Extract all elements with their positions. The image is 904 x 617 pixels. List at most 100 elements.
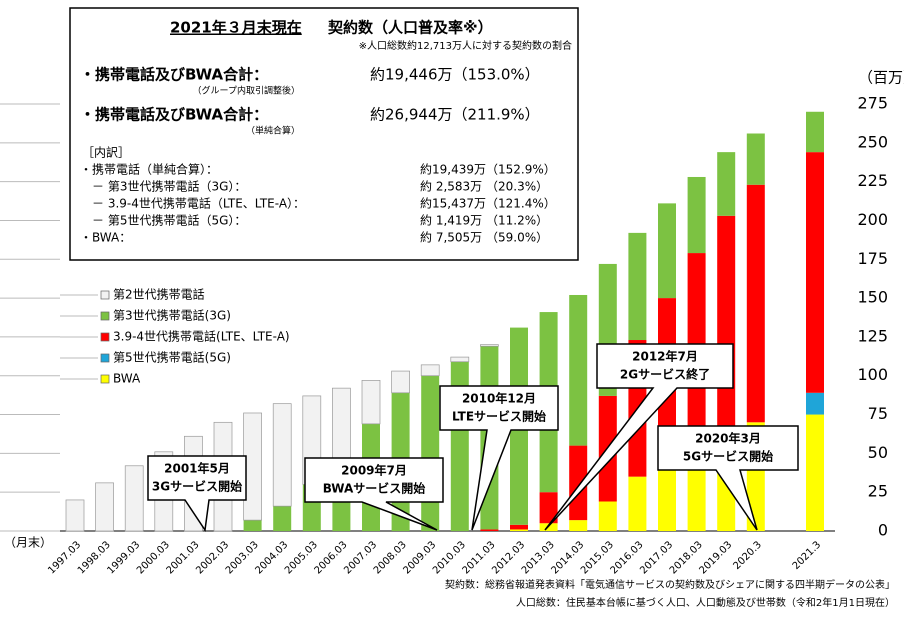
breakdown-label: － 3.9-4世代携帯電話（LTE、LTE-A）： [80, 196, 305, 211]
bar-segment [628, 476, 647, 531]
info-note: ※人口総数約12,713万人に対する契約数の割合 [359, 39, 572, 52]
bar-segment [628, 232, 647, 341]
callout-text: 2009年7月 [341, 463, 407, 478]
bar-segment [746, 133, 765, 185]
breakdown-label: ・携帯電話（単純合算）： [80, 162, 218, 177]
source: 契約数：総務省報道発表資料「電気通信サービスの契約数及びシェアに関する四半期デー… [445, 578, 895, 591]
legend-label: 第5世代携帯電話(5G) [113, 350, 231, 365]
bar-segment [273, 506, 292, 531]
breakdown-label: － 第3世代携帯電話（3G）： [80, 179, 246, 194]
x-unit: （月末） [4, 536, 52, 550]
callout-text: LTEサービス開始 [452, 409, 546, 424]
y-tick-label: 275 [857, 94, 888, 113]
bar-segment [420, 364, 440, 377]
callout-text: 2010年12月 [462, 391, 536, 406]
callout-text: 2Gサービス終了 [620, 367, 710, 382]
breakdown-value: 約 2,583万 （20.3%） [420, 179, 548, 194]
breakdown-value: 約 1,419万 （11.2%） [420, 213, 548, 228]
callout [439, 385, 559, 531]
y-tick-label: 250 [857, 132, 888, 151]
legend-swatch [100, 353, 110, 363]
bar-segment [421, 375, 440, 531]
callout-text: 2012年7月 [632, 349, 698, 364]
bar-segment [332, 387, 351, 460]
y-tick-label: 25 [868, 482, 888, 501]
info-label: ・携帯電話及びBWA合計： [80, 66, 268, 84]
bar-segment [598, 501, 617, 531]
bar-segment [806, 414, 824, 531]
callout [657, 425, 799, 531]
legend-label: 第2世代携帯電話 [113, 287, 205, 302]
bar-segment [806, 152, 824, 393]
bar-segment [746, 184, 765, 423]
bar-segment [658, 203, 676, 299]
y-tick-label: 100 [857, 365, 888, 384]
legend-swatch [100, 332, 110, 342]
callout [544, 343, 734, 531]
bar-segment [65, 499, 85, 532]
bar-segment [450, 356, 470, 363]
info-label: ・携帯電話及びBWA合計： [80, 106, 268, 124]
bar-segment [569, 445, 588, 521]
bar-segment [124, 465, 144, 532]
legend-label: 3.9-4世代携帯電話(LTE、LTE-A) [113, 329, 290, 344]
info-box [69, 7, 579, 261]
callout [304, 457, 444, 531]
y-tick-label: 175 [857, 249, 888, 268]
bar-segment [480, 529, 499, 531]
breakdown-title: ［内訳］ [82, 145, 130, 160]
y-tick-label: 200 [857, 210, 888, 229]
bar-segment [687, 458, 706, 531]
bar-segment [480, 344, 499, 347]
info-sub: （単純合算） [246, 125, 300, 137]
legend-label: BWA [113, 372, 141, 386]
x-tick-label: 2019.03 [697, 539, 734, 576]
legend-swatch [100, 311, 110, 321]
breakdown-value: 約19,439万（152.9%） [420, 162, 556, 177]
callout-text: 2020年3月 [695, 431, 761, 446]
callout [147, 455, 247, 533]
bar-segment [510, 529, 528, 531]
x-tick-label: 2021.3 [791, 539, 824, 572]
x-tick-label: 2020.3 [732, 539, 765, 572]
callout-text: 5Gサービス開始 [683, 449, 773, 464]
bar-segment [687, 176, 706, 254]
callout-text: BWAサービス開始 [323, 481, 425, 496]
bar-segment [361, 380, 381, 425]
y-tick-label: 50 [868, 443, 888, 462]
info-sub: （グループ内取引調整後） [193, 85, 300, 97]
bar-segment [658, 468, 676, 531]
y-unit: （百万） [858, 69, 904, 87]
callout-text: 2001年5月 [164, 461, 230, 476]
bar-segment [569, 294, 588, 446]
bar-segment [717, 215, 736, 438]
bar-segment [243, 520, 262, 531]
bar-segment [510, 524, 528, 530]
breakdown-value: 約15,437万（121.4%） [420, 196, 556, 211]
legend-label: 第3世代携帯電話(3G) [113, 308, 231, 323]
bar-segment [95, 482, 114, 532]
info-value: 約19,446万（153.0%） [370, 66, 540, 84]
y-tick-label: 150 [857, 288, 888, 307]
legend-swatch [100, 290, 110, 300]
source: 人口総数：住民基本台帳に基づく人口、人口動態及び世帯数（令和2年1月1日現在） [516, 596, 895, 609]
info-title: 2021年３月末現在 [170, 19, 302, 37]
breakdown-label: ・BWA： [80, 231, 131, 245]
breakdown-label: － 第5世代携帯電話（5G）： [80, 213, 246, 228]
bar-segment [717, 152, 736, 216]
y-tick-label: 225 [857, 171, 888, 190]
callout-text: 3Gサービス開始 [152, 479, 242, 494]
y-tick-label: 125 [857, 326, 888, 345]
info-heading: 契約数（人口普及率※） [327, 19, 493, 37]
bar-segment [272, 403, 292, 507]
y-tick-label: 0 [878, 521, 888, 540]
info-value: 約26,944万（211.9%） [370, 106, 540, 124]
bar-segment [569, 520, 588, 531]
y-tick-label: 75 [868, 404, 888, 423]
breakdown-value: 約 7,505万 （59.0%） [420, 230, 548, 245]
bar-segment [539, 492, 558, 524]
bar-segment [806, 392, 824, 415]
bar-segment [391, 370, 410, 394]
bar-segment [806, 111, 824, 153]
